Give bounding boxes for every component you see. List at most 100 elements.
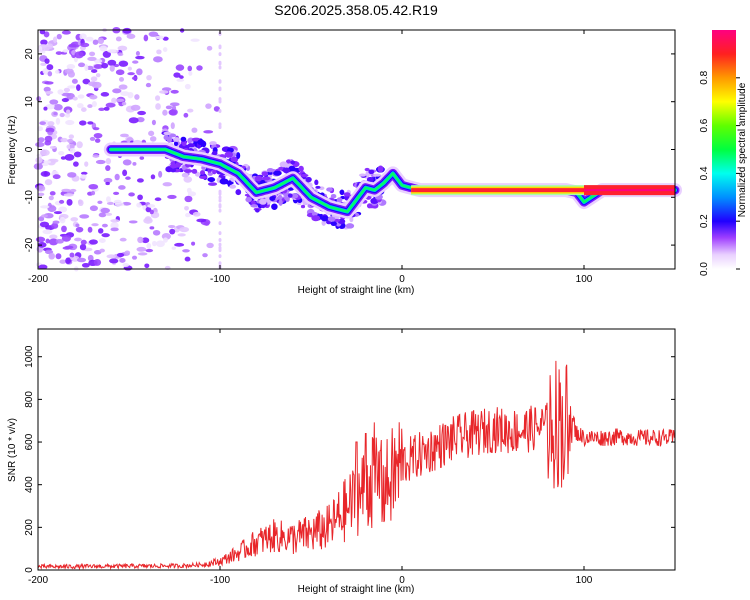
noise-blob [188, 71, 193, 76]
ridge-halo-blob [266, 168, 274, 173]
noise-blob [218, 248, 222, 253]
noise-blob [144, 263, 150, 269]
ridge-halo-blob [305, 176, 312, 183]
noise-blob [119, 237, 127, 242]
noise-blob [165, 105, 173, 110]
noise-blob [80, 239, 87, 245]
noise-blob [59, 216, 66, 224]
noise-blob [213, 106, 220, 112]
ridge-halo-blob [262, 176, 271, 181]
ridge-halo-blob [349, 216, 354, 223]
noise-blob [110, 222, 119, 229]
noise-blob [43, 106, 48, 111]
noise-blob [89, 94, 98, 100]
ridge-halo-blob [320, 215, 330, 222]
noise-blob [115, 69, 125, 76]
noise-blob [73, 151, 82, 158]
noise-blob [155, 240, 165, 248]
noise-blob [168, 109, 177, 116]
noise-blob [114, 202, 125, 207]
noise-blob [46, 64, 54, 71]
noise-blob [95, 159, 106, 165]
noise-blob [54, 69, 60, 74]
noise-blob [89, 205, 98, 212]
noise-blob [65, 119, 75, 126]
noise-blob [218, 261, 222, 266]
noise-blob [47, 71, 53, 77]
noise-blob [109, 65, 115, 72]
noise-blob [98, 107, 105, 112]
noise-blob [161, 87, 172, 92]
noise-blob [61, 92, 71, 97]
snr-y-label: SNR (10 * v/v) [7, 418, 18, 482]
noise-blob [185, 212, 191, 218]
noise-blob [218, 52, 222, 57]
ridge-halo-blob [336, 197, 343, 204]
ridge-halo-blob [273, 170, 282, 176]
noise-blob [39, 29, 46, 35]
ridge-halo-blob [314, 179, 319, 186]
noise-blob [218, 108, 222, 113]
noise-blob [80, 174, 87, 179]
noise-blob [66, 64, 76, 70]
noise-blob [67, 138, 74, 143]
ridge-halo-blob [278, 199, 283, 206]
ridge-halo-blob [366, 176, 374, 183]
noise-blob [122, 169, 128, 177]
noise-blob [218, 254, 222, 259]
spectrogram-y-tick-label: -20 [24, 237, 35, 252]
noise-blob [158, 170, 163, 178]
noise-blob [69, 143, 75, 149]
snr-x-tick-label: -200 [28, 575, 48, 586]
ridge-halo-blob [219, 178, 229, 185]
noise-blob [205, 103, 212, 109]
noise-blob [52, 174, 61, 180]
noise-blob [117, 52, 124, 57]
noise-blob [136, 246, 147, 252]
noise-blob [162, 182, 173, 187]
noise-blob [75, 223, 80, 228]
noise-blob [91, 223, 99, 227]
noise-blob [37, 126, 44, 132]
ridge-halo-blob [343, 192, 351, 197]
ridge-halo-blob [271, 203, 278, 211]
noise-blob [76, 84, 81, 92]
snr-frame [37, 328, 676, 571]
ridge-halo-blob [300, 204, 306, 209]
noise-blob [78, 199, 84, 206]
ridge-halo-blob [207, 172, 213, 176]
noise-blob [128, 192, 135, 197]
noise-blob [82, 78, 91, 85]
noise-blob [179, 226, 190, 233]
noise-blob [132, 162, 137, 166]
noise-blob [105, 102, 116, 108]
noise-blob [122, 159, 132, 166]
noise-blob [89, 136, 96, 141]
noise-blob [184, 205, 189, 211]
noise-blob [146, 74, 152, 81]
noise-blob [60, 156, 66, 160]
noise-blob [148, 31, 159, 37]
noise-blob [146, 242, 152, 249]
noise-blob [218, 195, 222, 200]
noise-blob [69, 252, 75, 258]
noise-blob [46, 43, 54, 49]
noise-blob [145, 248, 154, 253]
noise-blob [42, 229, 53, 235]
snr-y-tick-label: 800 [24, 391, 35, 408]
noise-blob [147, 204, 156, 208]
ridge-halo-blob [191, 168, 198, 174]
noise-blob [71, 78, 78, 84]
noise-blob [43, 86, 51, 93]
colorbar-tick-label: 0.6 [699, 118, 710, 132]
noise-blob [120, 91, 130, 97]
noise-blob [111, 97, 117, 104]
noise-blob [90, 69, 98, 73]
ridge-halo-blob [255, 208, 260, 213]
noise-blob [179, 75, 184, 79]
noise-blob [103, 177, 113, 184]
noise-blob [114, 173, 120, 181]
spectrogram-y-tick-label: 10 [24, 96, 35, 108]
noise-blob [47, 131, 53, 136]
noise-blob [100, 207, 111, 214]
